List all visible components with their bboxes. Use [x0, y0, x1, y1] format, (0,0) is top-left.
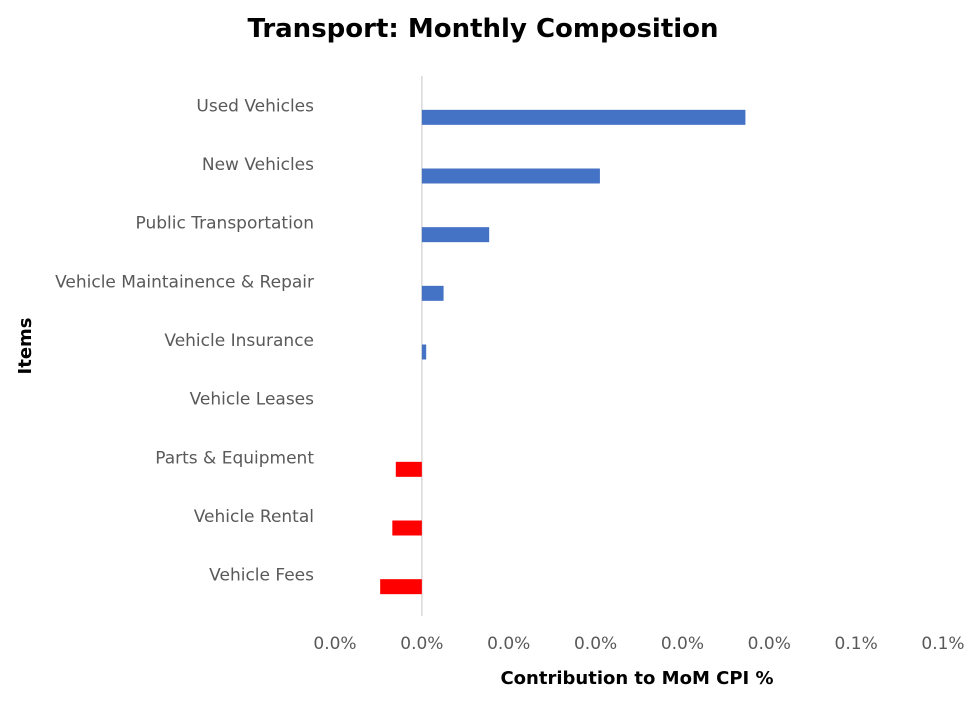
- category-label-8: Vehicle Fees: [209, 566, 314, 586]
- category-label-3: Vehicle Maintainence & Repair: [55, 272, 314, 292]
- x-axis-title: Contribution to MoM CPI %: [500, 668, 773, 689]
- bar-7: [392, 520, 422, 536]
- category-label-5: Vehicle Leases: [190, 390, 315, 410]
- chart-title: Transport: Monthly Composition: [247, 14, 718, 44]
- category-label-0: Used Vehicles: [196, 96, 314, 116]
- bar-0: [421, 109, 746, 125]
- category-label-1: New Vehicles: [202, 155, 314, 175]
- x-tick-label-4: 0.0%: [661, 634, 704, 654]
- bar-8: [380, 579, 422, 595]
- x-tick-label-0: 0.0%: [313, 634, 356, 654]
- bar-6: [395, 461, 422, 477]
- bar-1: [421, 168, 600, 184]
- y-axis-title: Items: [15, 318, 36, 375]
- x-tick-label-3: 0.0%: [574, 634, 617, 654]
- bar-2: [421, 227, 490, 243]
- bar-4: [421, 344, 427, 360]
- category-label-6: Parts & Equipment: [155, 448, 314, 468]
- x-tick-label-6: 0.1%: [835, 634, 878, 654]
- category-label-4: Vehicle Insurance: [164, 331, 314, 351]
- category-label-7: Vehicle Rental: [194, 507, 314, 527]
- x-tick-label-2: 0.0%: [487, 634, 530, 654]
- x-tick-label-7: 0.1%: [921, 634, 964, 654]
- x-tick-label-1: 0.0%: [400, 634, 443, 654]
- x-tick-label-5: 0.0%: [748, 634, 791, 654]
- category-label-2: Public Transportation: [136, 214, 314, 234]
- bar-3: [421, 285, 444, 301]
